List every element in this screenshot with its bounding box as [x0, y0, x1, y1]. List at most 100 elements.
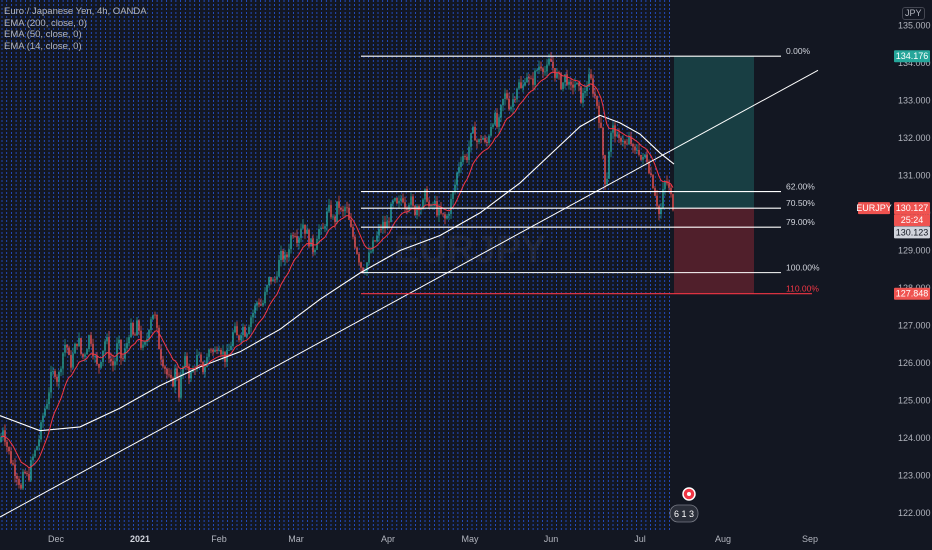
- currency-unit-label[interactable]: JPY: [902, 7, 925, 20]
- candle-body: [108, 337, 110, 359]
- candle-body: [390, 203, 392, 223]
- candle-body: [256, 302, 258, 306]
- candle-body: [550, 58, 552, 62]
- candle-body: [656, 195, 658, 206]
- candle-body: [32, 456, 34, 461]
- candle-body: [600, 122, 602, 128]
- candle-body: [570, 81, 572, 85]
- candle-body: [476, 140, 478, 143]
- event-badge-count: 6 1 3: [674, 509, 694, 519]
- candle-body: [532, 78, 534, 85]
- last-price-badge: 130.127: [896, 203, 929, 213]
- candle-body: [242, 327, 244, 336]
- candle-body: [398, 200, 400, 204]
- candle-body: [100, 362, 102, 368]
- candle-body: [12, 463, 14, 465]
- candle-body: [614, 125, 616, 137]
- candle-body: [446, 215, 448, 219]
- candle-body: [358, 253, 360, 263]
- candle-body: [594, 93, 596, 96]
- candle-body: [170, 374, 172, 378]
- candle-body: [154, 314, 156, 316]
- candle-body: [434, 201, 436, 205]
- candle-body: [566, 74, 568, 85]
- candle-body: [62, 352, 64, 369]
- candle-body: [512, 99, 514, 107]
- candle-body: [560, 73, 562, 90]
- candle-body: [530, 78, 532, 80]
- fibonacci-retracement[interactable]: 0.00% 62.00% 70.50% 79.00% 100.00% 110.00%: [361, 46, 820, 295]
- candle-body: [342, 209, 344, 212]
- candle-body: [150, 319, 152, 331]
- candle-body: [626, 143, 628, 145]
- candle-body: [352, 227, 354, 237]
- candle-body: [110, 358, 112, 362]
- candle-body: [138, 320, 140, 331]
- candle-body: [184, 356, 186, 367]
- event-marker[interactable]: 6 1 3: [669, 487, 699, 523]
- candle-body: [22, 471, 24, 489]
- candle-body: [428, 201, 430, 207]
- candle-body: [92, 343, 94, 357]
- candle-body: [48, 392, 50, 405]
- candle-body: [152, 314, 154, 320]
- candle-body: [264, 291, 266, 304]
- candle-body: [312, 238, 314, 253]
- candle-body: [334, 216, 336, 222]
- candle-body: [230, 345, 232, 350]
- legend-ema-50[interactable]: EMA (50, close, 0): [4, 29, 82, 40]
- symbol-badge-bg: [858, 202, 890, 215]
- candle-body: [548, 58, 550, 65]
- candle-body: [74, 343, 76, 354]
- candle-body: [490, 126, 492, 136]
- candle-body: [332, 216, 334, 218]
- candle-body: [596, 95, 598, 106]
- candle-body: [578, 82, 580, 87]
- target-price-badge: 134.176: [896, 51, 929, 61]
- candle-body: [128, 337, 130, 344]
- candle-body: [86, 349, 88, 355]
- candle-body: [220, 349, 222, 355]
- candle-body: [584, 91, 586, 94]
- price-tick-label: 126.000: [898, 358, 931, 368]
- chart-legend: Euro / Japanese Yen, 4h, OANDA EMA (200,…: [4, 6, 147, 52]
- time-tick-label: Mar: [288, 534, 304, 544]
- legend-ema-14[interactable]: EMA (14, close, 0): [4, 40, 82, 52]
- event-badge-bg[interactable]: [669, 504, 699, 523]
- candle-body: [552, 61, 554, 69]
- candle-body: [568, 81, 570, 85]
- symbol-watermark: EURJPY: [394, 229, 546, 271]
- candle-body: [24, 471, 26, 474]
- candle-body: [668, 183, 670, 188]
- candle-body: [586, 86, 588, 92]
- price-tick-label: 135.000: [898, 20, 931, 30]
- candle-body: [500, 105, 502, 118]
- stop-price-badge: 127.848: [896, 289, 929, 299]
- candle-body: [386, 221, 388, 229]
- candle-body: [366, 262, 368, 272]
- price-tick-label: 129.000: [898, 245, 931, 255]
- candle-body: [438, 208, 440, 216]
- candle-body: [348, 207, 350, 220]
- legend-ema-200[interactable]: EMA (200, close, 0): [4, 17, 87, 29]
- candle-body: [472, 126, 474, 134]
- candle-body: [60, 368, 62, 373]
- candle-body: [196, 355, 198, 369]
- candle-body: [454, 184, 456, 192]
- entry-price-badge: 130.123: [896, 227, 929, 237]
- candle-body: [250, 317, 252, 327]
- time-axis[interactable]: Dec 2021 Feb Mar Apr May Jun Jul Aug Sep: [48, 534, 818, 544]
- candle-body: [480, 139, 482, 141]
- price-tick-label: 132.000: [898, 133, 931, 143]
- price-badges: 134.176 EURJPY 130.127 25:24 130.123 127.848: [856, 50, 930, 300]
- candle-body: [326, 211, 328, 227]
- candle-body: [80, 338, 82, 354]
- candle-body: [462, 156, 464, 162]
- fib-level-label: 62.00%: [786, 182, 815, 192]
- candle-body: [28, 474, 30, 481]
- price-axis[interactable]: 122.000 123.000 124.000 125.000 126.000 127.0…: [898, 20, 931, 518]
- candle-body: [612, 125, 614, 133]
- candle-body: [572, 84, 574, 88]
- candle-body: [136, 320, 138, 336]
